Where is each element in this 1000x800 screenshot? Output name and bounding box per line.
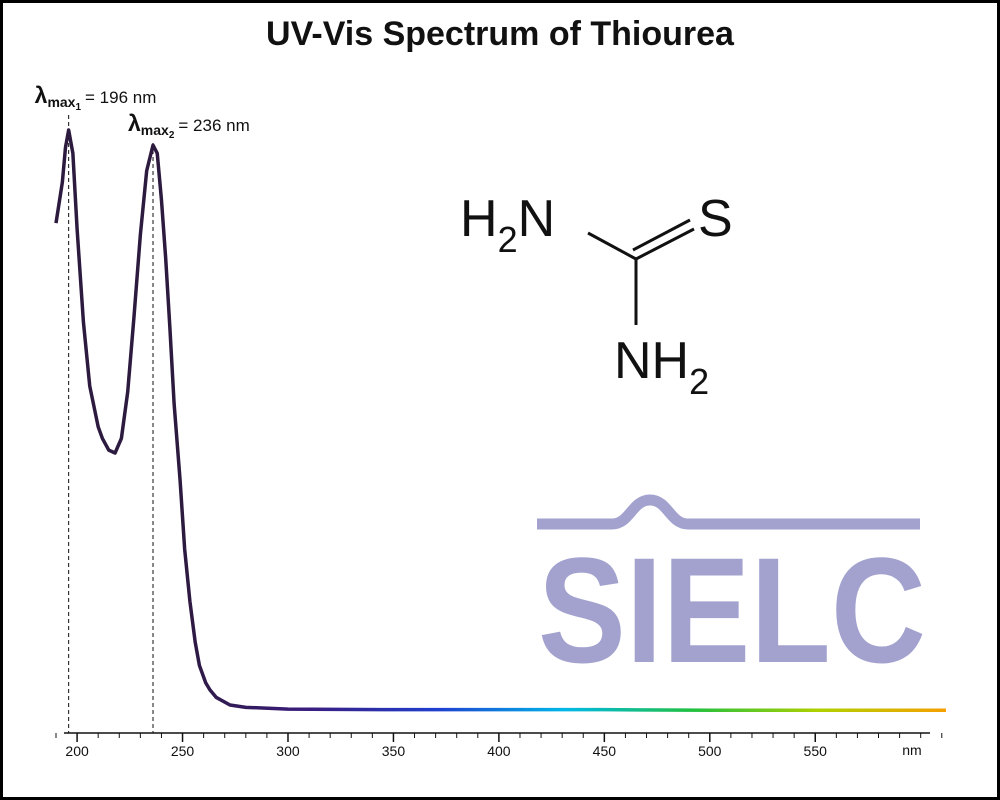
atom: NH [614,332,689,390]
bonds [587,218,695,325]
lambda-sub: max [141,122,169,138]
chart-title: UV-Vis Spectrum of Thiourea [266,15,735,53]
subscript: 2 [689,361,709,402]
bond [635,227,695,261]
lambda: λ [128,110,141,136]
peak-label: λmax1 = 196 nm [35,82,157,113]
x-tick-label: 300 [276,743,300,759]
peak-value: = 196 nm [85,88,156,107]
lambda-index: 1 [75,102,81,113]
x-tick-label: 250 [171,743,195,759]
x-tick-label: 400 [487,743,511,759]
peak-value: = 236 nm [178,116,249,135]
molecule: H2N S NH2 [460,190,733,402]
bond [587,231,637,261]
spectrum-line [54,128,946,712]
atom: N [518,190,556,248]
x-axis-label: nm [902,742,921,758]
logo: SIELC [537,494,926,694]
x-tick-label: 350 [382,743,406,759]
x-tick-label: 450 [593,743,617,759]
lambda-index: 2 [169,130,175,141]
sulfur: S [698,190,733,248]
x-tick-label: 500 [698,743,722,759]
lambda-sub: max [47,94,75,110]
bond [632,218,691,252]
logo-wave [537,494,920,530]
peak-label: λmax2= 236 nm [128,110,250,141]
atom: H [460,190,498,248]
amine-bottom: NH2 [614,332,709,402]
logo-text: SIELC [538,526,926,694]
subscript: 2 [498,219,518,260]
lambda: λ [35,82,48,108]
amine-left: H2N [460,190,555,260]
x-tick-label: 550 [804,743,828,759]
x-tick-label: 200 [65,743,89,759]
